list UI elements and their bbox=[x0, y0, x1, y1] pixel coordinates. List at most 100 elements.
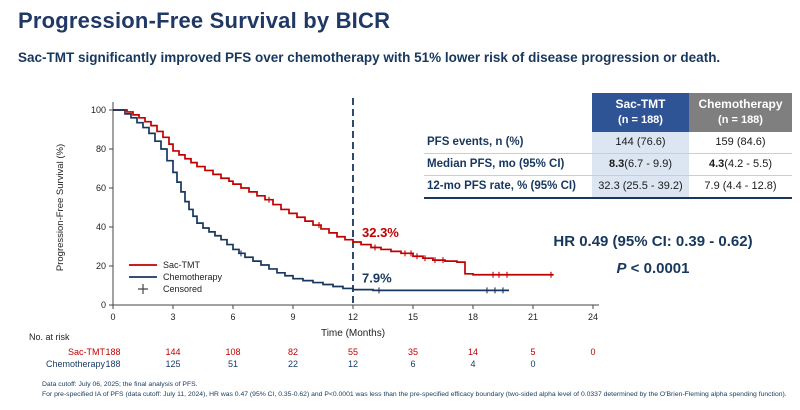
risk-count: 55 bbox=[348, 347, 358, 357]
x-tick-label: 21 bbox=[528, 312, 538, 322]
subtitle: Sac-TMT significantly improved PFS over … bbox=[18, 50, 721, 65]
x-tick-label: 18 bbox=[468, 312, 478, 322]
censor-mark bbox=[238, 250, 244, 257]
risk-count: 82 bbox=[288, 347, 298, 357]
censor-mark bbox=[266, 196, 272, 203]
y-tick-label: 100 bbox=[91, 105, 106, 115]
cell-sac-tmt: 8.3 (6.7 - 9.9) bbox=[592, 153, 689, 175]
censor-mark bbox=[548, 271, 554, 278]
censor-mark bbox=[402, 250, 408, 257]
x-tick-label: 12 bbox=[348, 312, 358, 322]
censor-mark bbox=[484, 287, 490, 294]
hazard-ratio-text: HR 0.49 (95% CI: 0.39 - 0.62) bbox=[553, 233, 753, 250]
row-label: PFS events, n (%) bbox=[427, 136, 524, 149]
column-header-sac-tmt: Sac-TMT (n = 188) bbox=[592, 93, 689, 132]
censor-mark bbox=[376, 287, 382, 294]
cell-chemotherapy: 159 (84.6) bbox=[689, 132, 792, 153]
y-tick-label: 0 bbox=[101, 300, 106, 310]
risk-count: 22 bbox=[288, 359, 298, 369]
cell-value: 7.9 (4.4 - 12.8) bbox=[704, 180, 777, 193]
results-table: Sac-TMT (n = 188) Chemotherapy (n = 188)… bbox=[424, 93, 792, 199]
cell-chemotherapy: 4.3 (4.2 - 5.5) bbox=[689, 154, 792, 175]
censor-mark bbox=[432, 257, 438, 264]
risk-count: 125 bbox=[165, 359, 180, 369]
p-value: < 0.0001 bbox=[626, 260, 690, 277]
censor-mark bbox=[490, 271, 496, 278]
cell-value: (4.2 - 5.5) bbox=[724, 158, 772, 171]
censor-mark bbox=[504, 271, 510, 278]
x-tick-label: 6 bbox=[230, 312, 235, 322]
censor-mark bbox=[440, 257, 446, 264]
column-n: (n = 188) bbox=[718, 113, 763, 126]
footnotes: Data cutoff: July 06, 2025; the final an… bbox=[42, 380, 797, 400]
censor-mark bbox=[492, 287, 498, 294]
y-axis-title: Progression-Free Survival (%) bbox=[55, 144, 66, 271]
censor-mark bbox=[500, 287, 506, 294]
censor-mark bbox=[496, 271, 502, 278]
hazard-ratio-block: HR 0.49 (95% CI: 0.39 - 0.62) P < 0.0001 bbox=[512, 228, 794, 282]
risk-count: 0 bbox=[590, 347, 595, 357]
cell-value: 159 (84.6) bbox=[715, 136, 766, 149]
censor-mark bbox=[422, 255, 428, 262]
risk-count: 5 bbox=[530, 347, 535, 357]
risk-row-name: Sac-TMT bbox=[68, 347, 106, 357]
cell-value-bold: 8.3 bbox=[609, 158, 625, 171]
risk-count: 51 bbox=[228, 359, 238, 369]
column-header-chemotherapy: Chemotherapy (n = 188) bbox=[689, 93, 792, 132]
risk-count: 12 bbox=[348, 359, 358, 369]
x-tick-label: 9 bbox=[290, 312, 295, 322]
risk-count: 0 bbox=[530, 359, 535, 369]
risk-count: 6 bbox=[410, 359, 415, 369]
row-label: Median PFS, mo (95% CI) bbox=[427, 158, 565, 171]
cell-sac-tmt: 32.3 (25.5 - 39.2) bbox=[592, 175, 689, 197]
landmark-label: 32.3% bbox=[362, 225, 399, 240]
censor-mark bbox=[408, 250, 414, 257]
footnote-line-1: Data cutoff: July 06, 2025; the final an… bbox=[42, 381, 198, 388]
cell-value: 32.3 (25.5 - 39.2) bbox=[598, 180, 683, 193]
risk-count: 108 bbox=[225, 347, 240, 357]
x-axis-title: Time (Months) bbox=[321, 328, 385, 339]
km-curve-chemotherapy bbox=[113, 109, 509, 292]
y-tick-label: 40 bbox=[96, 222, 106, 232]
y-tick-label: 80 bbox=[96, 144, 106, 154]
page-title: Progression-Free Survival by BICR bbox=[18, 8, 391, 33]
results-table-header: Sac-TMT (n = 188) Chemotherapy (n = 188) bbox=[424, 93, 792, 132]
risk-count: 4 bbox=[470, 359, 475, 369]
column-name: Chemotherapy bbox=[698, 97, 783, 111]
risk-count: 188 bbox=[105, 359, 120, 369]
table-row: 12-mo PFS rate, % (95% CI) 32.3 (25.5 - … bbox=[424, 175, 792, 199]
censor-mark bbox=[414, 253, 420, 260]
legend-label: Chemotherapy bbox=[163, 272, 223, 282]
landmark-label: 7.9% bbox=[362, 271, 392, 286]
x-tick-label: 0 bbox=[110, 312, 115, 322]
row-label: 12-mo PFS rate, % (95% CI) bbox=[427, 180, 576, 193]
footnote-line-2: For pre-specified IA of PFS (data cutoff… bbox=[42, 391, 787, 399]
y-tick-label: 20 bbox=[96, 261, 106, 271]
p-label: P bbox=[616, 260, 627, 277]
table-row: Median PFS, mo (95% CI) 8.3 (6.7 - 9.9) … bbox=[424, 153, 792, 176]
x-tick-label: 15 bbox=[408, 312, 418, 322]
column-name: Sac-TMT bbox=[615, 97, 666, 111]
cell-value-bold: 4.3 bbox=[709, 158, 725, 171]
legend-censored-marker bbox=[138, 284, 148, 294]
cell-chemotherapy: 7.9 (4.4 - 12.8) bbox=[689, 176, 792, 197]
table-corner-cell bbox=[424, 93, 592, 132]
cell-value: (6.7 - 9.9) bbox=[624, 158, 672, 171]
risk-count: 35 bbox=[408, 347, 418, 357]
censor-mark bbox=[372, 244, 378, 251]
x-tick-label: 24 bbox=[588, 312, 598, 322]
cell-value: 144 (76.6) bbox=[615, 136, 666, 149]
column-n: (n = 188) bbox=[618, 113, 663, 126]
risk-count: 188 bbox=[105, 347, 120, 357]
risk-count: 144 bbox=[165, 347, 180, 357]
y-tick-label: 60 bbox=[96, 183, 106, 193]
x-tick-label: 3 bbox=[170, 312, 175, 322]
no-at-risk-label: No. at risk bbox=[29, 332, 70, 342]
km-curve-sac-tmt bbox=[113, 109, 553, 276]
legend-label: Censored bbox=[163, 284, 202, 294]
p-value-text: P < 0.0001 bbox=[512, 255, 794, 282]
table-row: PFS events, n (%) 144 (76.6) 159 (84.6) bbox=[424, 131, 792, 154]
censor-mark bbox=[316, 222, 322, 229]
